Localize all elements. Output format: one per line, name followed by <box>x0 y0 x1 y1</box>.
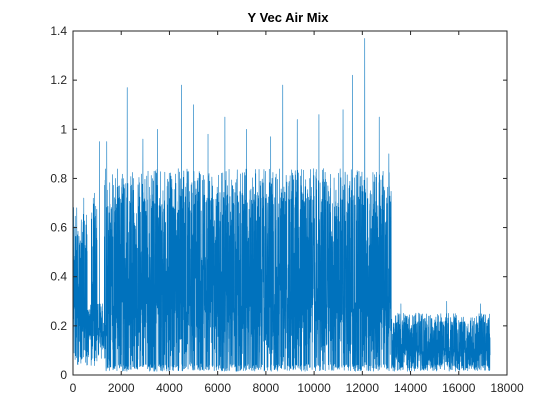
x-tick-label: 0 <box>70 381 77 395</box>
y-tick-label: 0.4 <box>50 270 67 284</box>
x-tick-label: 18000 <box>490 381 524 395</box>
y-tick-label: 1.4 <box>50 24 67 38</box>
y-tick-label: 0 <box>60 368 67 382</box>
x-tick-label: 4000 <box>156 381 183 395</box>
x-tick-label: 2000 <box>108 381 135 395</box>
x-tick-label: 12000 <box>346 381 380 395</box>
y-tick-label: 1.2 <box>50 73 67 87</box>
series-line <box>72 38 491 372</box>
y-tick-label: 0.6 <box>50 221 67 235</box>
x-tick-label: 16000 <box>442 381 476 395</box>
x-tick-label: 6000 <box>204 381 231 395</box>
series-layer <box>72 38 491 372</box>
axes-box <box>72 30 508 376</box>
x-tick-label: 10000 <box>297 381 331 395</box>
chart-title: Y Vec Air Mix <box>248 10 330 25</box>
x-tick-label: 8000 <box>253 381 280 395</box>
y-tick-label: 0.8 <box>50 171 67 185</box>
y-tick-label: 0.2 <box>50 319 67 333</box>
ticks-layer: 0 2000 4000 6000 8000 10000 12000 14000 16000 180… <box>50 24 524 395</box>
x-tick-label: 14000 <box>394 381 428 395</box>
y-tick-label: 1 <box>60 122 67 136</box>
